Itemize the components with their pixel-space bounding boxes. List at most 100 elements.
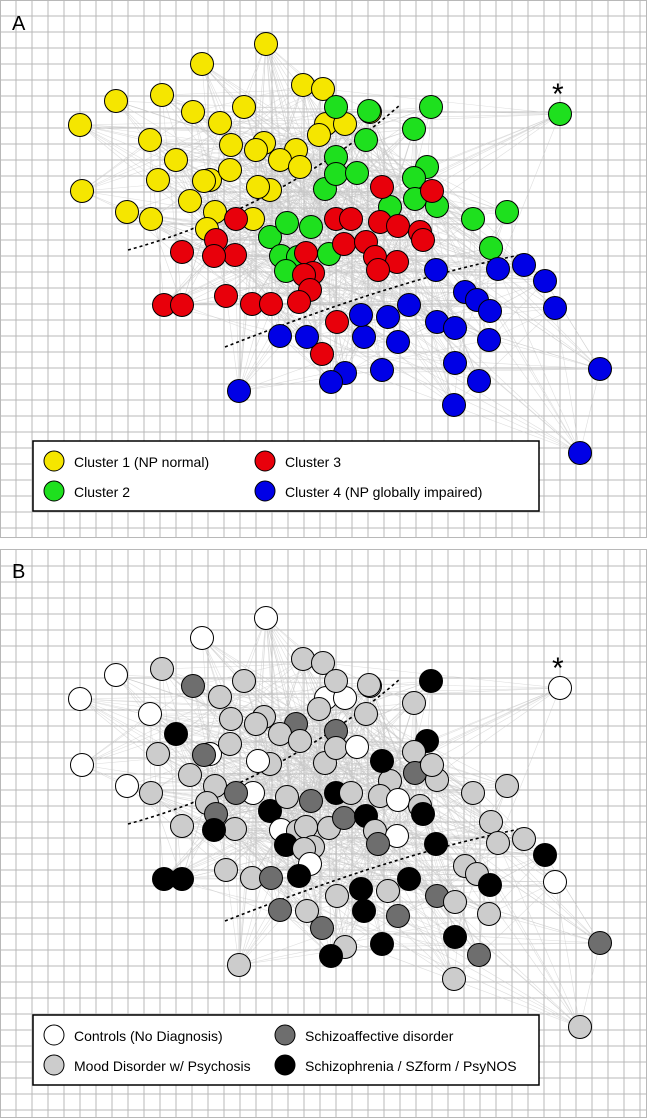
- node-cluster-1: [139, 207, 163, 231]
- network-edge: [163, 751, 415, 880]
- network-edge: [81, 122, 221, 192]
- node-diagnosis: [208, 685, 232, 709]
- node-diagnosis: [461, 781, 485, 805]
- node-diagnosis: [442, 967, 466, 991]
- node-cluster-1: [311, 77, 335, 101]
- legend-swatch-controls: [43, 1024, 65, 1046]
- node-diagnosis: [70, 753, 94, 777]
- node-cluster-3: [170, 240, 194, 264]
- network-edge: [238, 913, 490, 966]
- network-edge: [255, 617, 267, 725]
- node-cluster-3: [370, 175, 394, 199]
- node-cluster-2: [402, 117, 426, 141]
- node-cluster-2: [548, 102, 572, 126]
- node-cluster-1: [291, 73, 315, 97]
- network-edge: [298, 875, 455, 980]
- legend-swatch-cluster-1: [43, 450, 65, 472]
- network-edge: [238, 844, 287, 966]
- network-edge: [344, 697, 389, 892]
- node-cluster-1: [178, 189, 202, 213]
- node-diagnosis: [192, 743, 216, 767]
- network-edge: [181, 251, 308, 338]
- node-cluster-1: [68, 113, 92, 137]
- network-edge: [369, 685, 456, 903]
- network-edge: [251, 303, 332, 383]
- node-diagnosis: [349, 877, 373, 901]
- node-diagnosis: [424, 832, 448, 856]
- node-diagnosis: [244, 712, 268, 736]
- node-cluster-1: [115, 200, 139, 224]
- node-diagnosis: [376, 879, 400, 903]
- node-diagnosis: [370, 749, 394, 773]
- node-cluster-3: [325, 310, 349, 334]
- legend-swatch-cluster-4: [254, 480, 276, 502]
- network-edge: [397, 799, 455, 980]
- node-diagnosis: [486, 831, 510, 855]
- network-edge: [81, 139, 151, 192]
- node-diagnosis: [366, 832, 390, 856]
- network-edge: [454, 785, 508, 938]
- network-edge: [387, 316, 456, 364]
- network-edge: [436, 205, 581, 454]
- node-cluster-1: [246, 175, 270, 199]
- network-edge: [219, 122, 490, 341]
- network-edge: [181, 825, 308, 912]
- network-edge: [219, 696, 490, 915]
- node-cluster-1: [219, 133, 243, 157]
- network-edge: [126, 211, 362, 316]
- node-diagnosis: [345, 735, 369, 759]
- network-edge: [279, 247, 492, 337]
- node-cluster-1: [146, 168, 170, 192]
- node-diagnosis: [332, 806, 356, 830]
- legend-label-mood-disorder: Mood Disorder w/ Psychosis: [74, 1058, 251, 1074]
- network-edge: [192, 111, 216, 213]
- node-diagnosis: [311, 651, 335, 675]
- network-edge: [488, 307, 556, 341]
- node-diagnosis: [478, 873, 502, 897]
- network-edge: [497, 113, 561, 270]
- network-edge: [201, 637, 305, 850]
- node-cluster-4: [386, 330, 410, 354]
- node-cluster-4: [467, 369, 491, 393]
- network-edge: [369, 111, 455, 406]
- node-diagnosis: [258, 799, 282, 823]
- network-edge: [79, 698, 159, 755]
- network-edge: [251, 877, 332, 957]
- network-edge: [238, 875, 300, 966]
- node-cluster-1: [307, 123, 331, 147]
- network-edge: [381, 760, 499, 844]
- node-diagnosis: [227, 953, 251, 977]
- node-diagnosis: [146, 742, 170, 766]
- network-edge: [115, 100, 231, 171]
- node-cluster-4: [295, 325, 319, 349]
- panel-b-legend: Controls (No Diagnosis) Schizoaffective …: [32, 1014, 540, 1086]
- network-edge: [270, 877, 383, 945]
- network-edge: [79, 124, 320, 136]
- network-edge: [213, 805, 421, 831]
- node-diagnosis: [324, 669, 348, 693]
- network-edge: [269, 697, 346, 765]
- panel-b-letter: B: [12, 561, 25, 583]
- node-diagnosis: [181, 674, 205, 698]
- node-diagnosis: [259, 866, 283, 890]
- node-diagnosis: [170, 814, 194, 838]
- legend-swatch-mood-disorder: [43, 1054, 65, 1076]
- network-edge: [344, 123, 389, 318]
- node-cluster-1: [190, 52, 214, 76]
- network-edge: [270, 303, 383, 371]
- node-diagnosis: [178, 763, 202, 787]
- network-edge: [318, 708, 323, 929]
- network-edge: [579, 368, 601, 454]
- node-diagnosis: [164, 722, 188, 746]
- node-cluster-4: [370, 358, 394, 382]
- node-cluster-4: [424, 258, 448, 282]
- node-cluster-2: [258, 225, 282, 249]
- network-edge: [265, 43, 312, 228]
- network-edge: [269, 123, 346, 191]
- network-edge: [243, 680, 561, 689]
- node-diagnosis: [420, 753, 444, 777]
- network-edge: [230, 617, 267, 720]
- legend-label-cluster-3: Cluster 3: [285, 454, 341, 470]
- node-diagnosis: [588, 931, 612, 955]
- legend-label-schizophrenia: Schizophrenia / SZform / PsyNOS: [305, 1058, 517, 1074]
